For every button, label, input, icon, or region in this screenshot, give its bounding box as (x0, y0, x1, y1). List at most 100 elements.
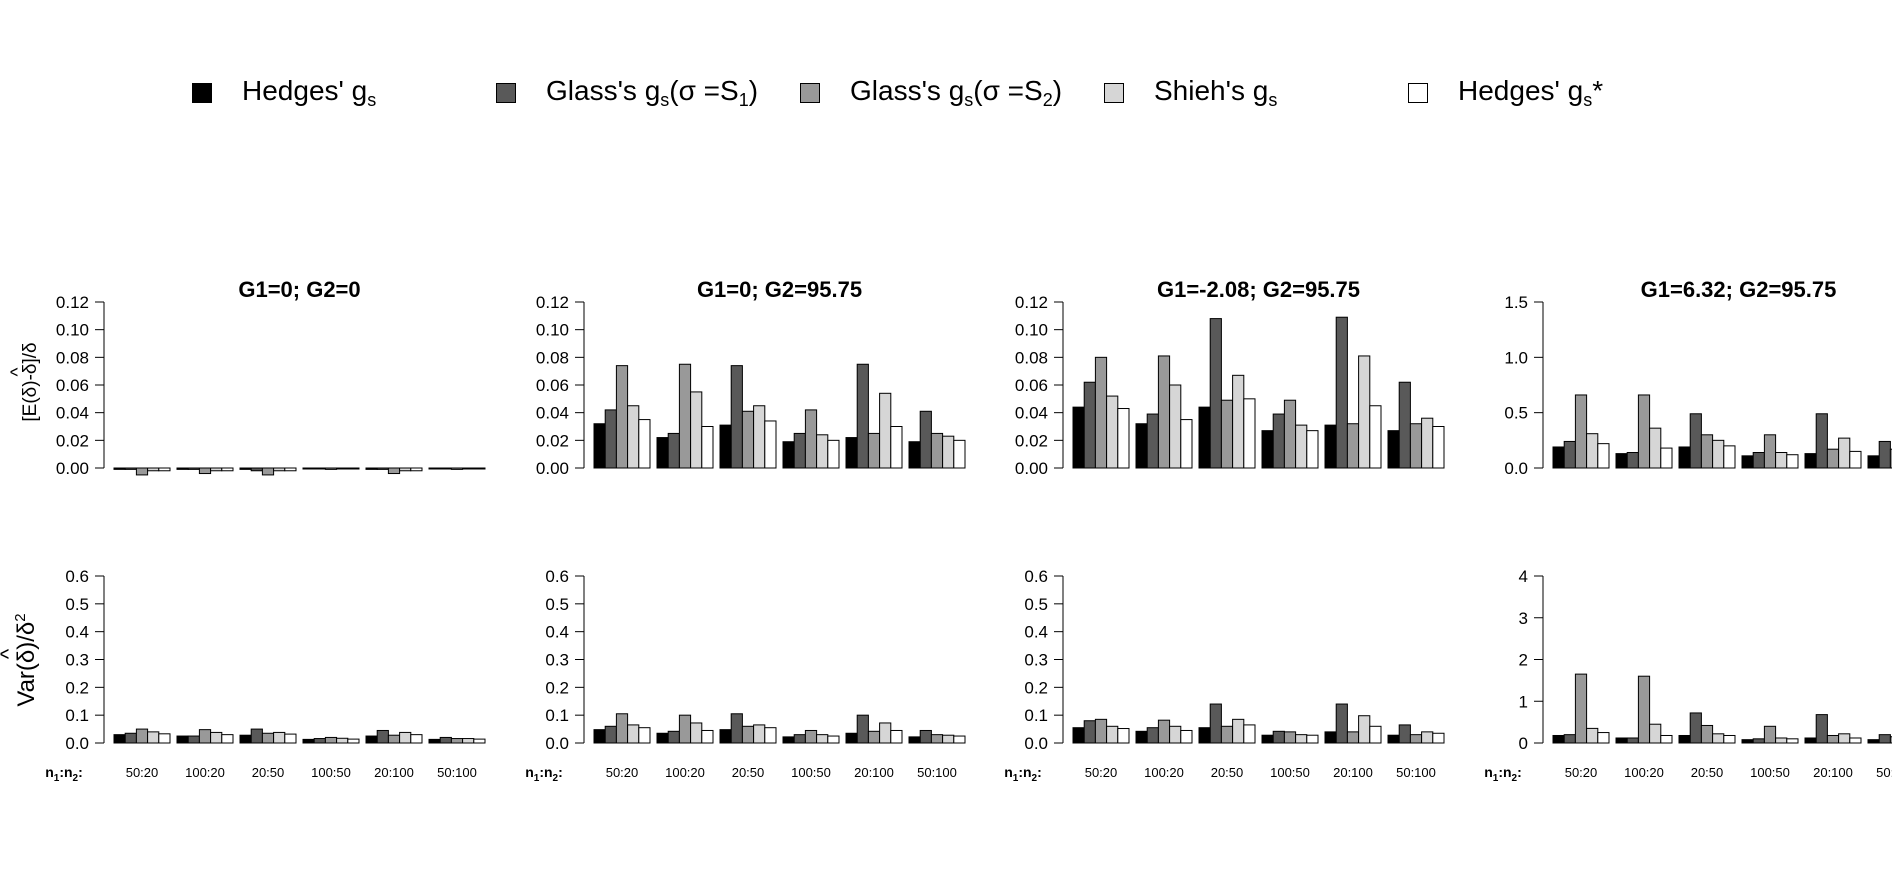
bias-bar (113, 467, 126, 470)
bias-bar (942, 435, 955, 469)
x-tick-label: 50:20 (126, 765, 159, 780)
bias-y-tick-label: 0.12 (1015, 293, 1048, 312)
bias-bar (158, 467, 171, 472)
bias-bar (187, 467, 200, 470)
bias-bar (1272, 413, 1285, 469)
variance-bar (1198, 727, 1211, 744)
x-tick-label: 20:50 (252, 765, 285, 780)
legend-label-glass-gs-s1: Glass's gs(σ =S1) (546, 75, 759, 110)
bias-bar (1358, 355, 1371, 469)
bias-bar (1335, 316, 1348, 469)
bias-bar (1169, 384, 1182, 469)
variance-bar (462, 738, 475, 744)
bias-bar (176, 467, 189, 470)
variance-bar (428, 738, 441, 744)
variance-bar (1117, 728, 1130, 744)
bias-bar (930, 432, 944, 469)
variance-bar (1283, 731, 1297, 744)
variance-bar (1563, 734, 1576, 744)
variance-y-tick-label: 0.6 (545, 567, 569, 586)
variance-bar (239, 734, 252, 744)
variance-bar (942, 734, 955, 744)
variance-bar (919, 729, 932, 744)
variance-bar (1072, 727, 1085, 744)
bias-bar (473, 467, 486, 470)
bias-bar (1106, 395, 1119, 469)
x-tick-label: 20:100 (854, 765, 894, 780)
variance-bar (1295, 734, 1308, 744)
bias-bar (867, 432, 881, 469)
x-axis-label-part: n (525, 764, 534, 780)
bias-y-tick-label: 0.00 (56, 459, 89, 478)
x-axis-label-part: n (1004, 764, 1013, 780)
x-axis-label-part: 2 (73, 773, 79, 784)
legend-item-glass-gs-s1: Glass's gs(σ =S1) (496, 68, 758, 118)
x-axis-label-part: n (1484, 764, 1493, 780)
variance-bar (879, 722, 892, 744)
variance-y-tick-label: 0.2 (545, 678, 569, 697)
variance-y-tick-label: 0.4 (65, 623, 89, 642)
bias-y-tick-label: 0.02 (536, 431, 569, 450)
variance-bar (1574, 673, 1588, 744)
bias-bar (302, 467, 315, 470)
bias-bar (1878, 440, 1891, 469)
variance-bar (856, 714, 869, 744)
bias-bar (782, 441, 795, 469)
bias-bar (1146, 413, 1159, 469)
x-axis-label-part: 2 (1032, 773, 1038, 784)
variance-bar (1220, 725, 1234, 744)
bias-bar (1135, 423, 1148, 469)
x-tick-label: 100:50 (1750, 765, 1790, 780)
variance-bar (1261, 734, 1274, 744)
legend-swatch-hedges-gs-star (1408, 83, 1428, 103)
bias-y-tick-label: 0.12 (536, 293, 569, 312)
bias-bar (690, 391, 703, 469)
variance-bar (1741, 739, 1754, 744)
bias-bar (1723, 445, 1736, 469)
variance-bar (302, 738, 315, 744)
bias-bar (741, 410, 755, 469)
variance-bar (1358, 715, 1371, 744)
x-axis-label-part: 1 (1013, 773, 1019, 784)
variance-bar (1615, 737, 1628, 744)
variance-y-tick-label: 0.2 (1024, 678, 1048, 697)
bias-y-tick-label: 0.06 (1015, 376, 1048, 395)
legend-item-hedges-gs-star: Hedges' gs* (1408, 68, 1603, 118)
variance-bar (656, 732, 669, 744)
x-tick-label: 20:100 (1333, 765, 1373, 780)
bias-y-tick-label: 0.08 (1015, 348, 1048, 367)
bias-bar (1712, 439, 1725, 469)
y-axis-label-variance-text: Var(δ)/δ (13, 622, 40, 707)
variance-bar (198, 729, 212, 744)
bias-bar (753, 405, 766, 469)
x-tick-label: 100:20 (1144, 765, 1184, 780)
variance-y-tick-label: 3 (1519, 609, 1528, 628)
bias-bar (376, 467, 389, 470)
variance-bar (678, 714, 692, 744)
variance-y-tick-label: 0.0 (545, 734, 569, 753)
bias-bar (1689, 413, 1702, 469)
variance-y-tick-label: 0.3 (65, 651, 89, 670)
variance-bar (1243, 724, 1256, 744)
variance-bar (1106, 725, 1119, 744)
variance-y-tick-label: 0.6 (1024, 567, 1048, 586)
bias-y-tick-label: 0.06 (56, 376, 89, 395)
bias-bar (1815, 413, 1828, 469)
variance-bar (1867, 739, 1880, 744)
bias-y-tick-label: 0.08 (536, 348, 569, 367)
bias-y-tick-label: 0.04 (1015, 404, 1048, 423)
variance-bar (1335, 703, 1348, 744)
x-axis-label-part: : (78, 764, 83, 780)
bias-bar (1804, 453, 1817, 469)
variance-bar (1421, 731, 1434, 744)
x-tick-label: 20:100 (1813, 765, 1853, 780)
bias-bar (261, 467, 275, 476)
panel-title: G1=0; G2=0 (238, 277, 360, 302)
bias-y-tick-label: 0.10 (1015, 321, 1048, 340)
x-axis-label: n1:n2: (45, 764, 83, 784)
bias-bar (1741, 455, 1754, 469)
bias-bar (1586, 433, 1599, 469)
variance-bar (1146, 727, 1159, 744)
x-axis-label-part: n (45, 764, 54, 780)
variance-y-tick-label: 0.3 (545, 651, 569, 670)
